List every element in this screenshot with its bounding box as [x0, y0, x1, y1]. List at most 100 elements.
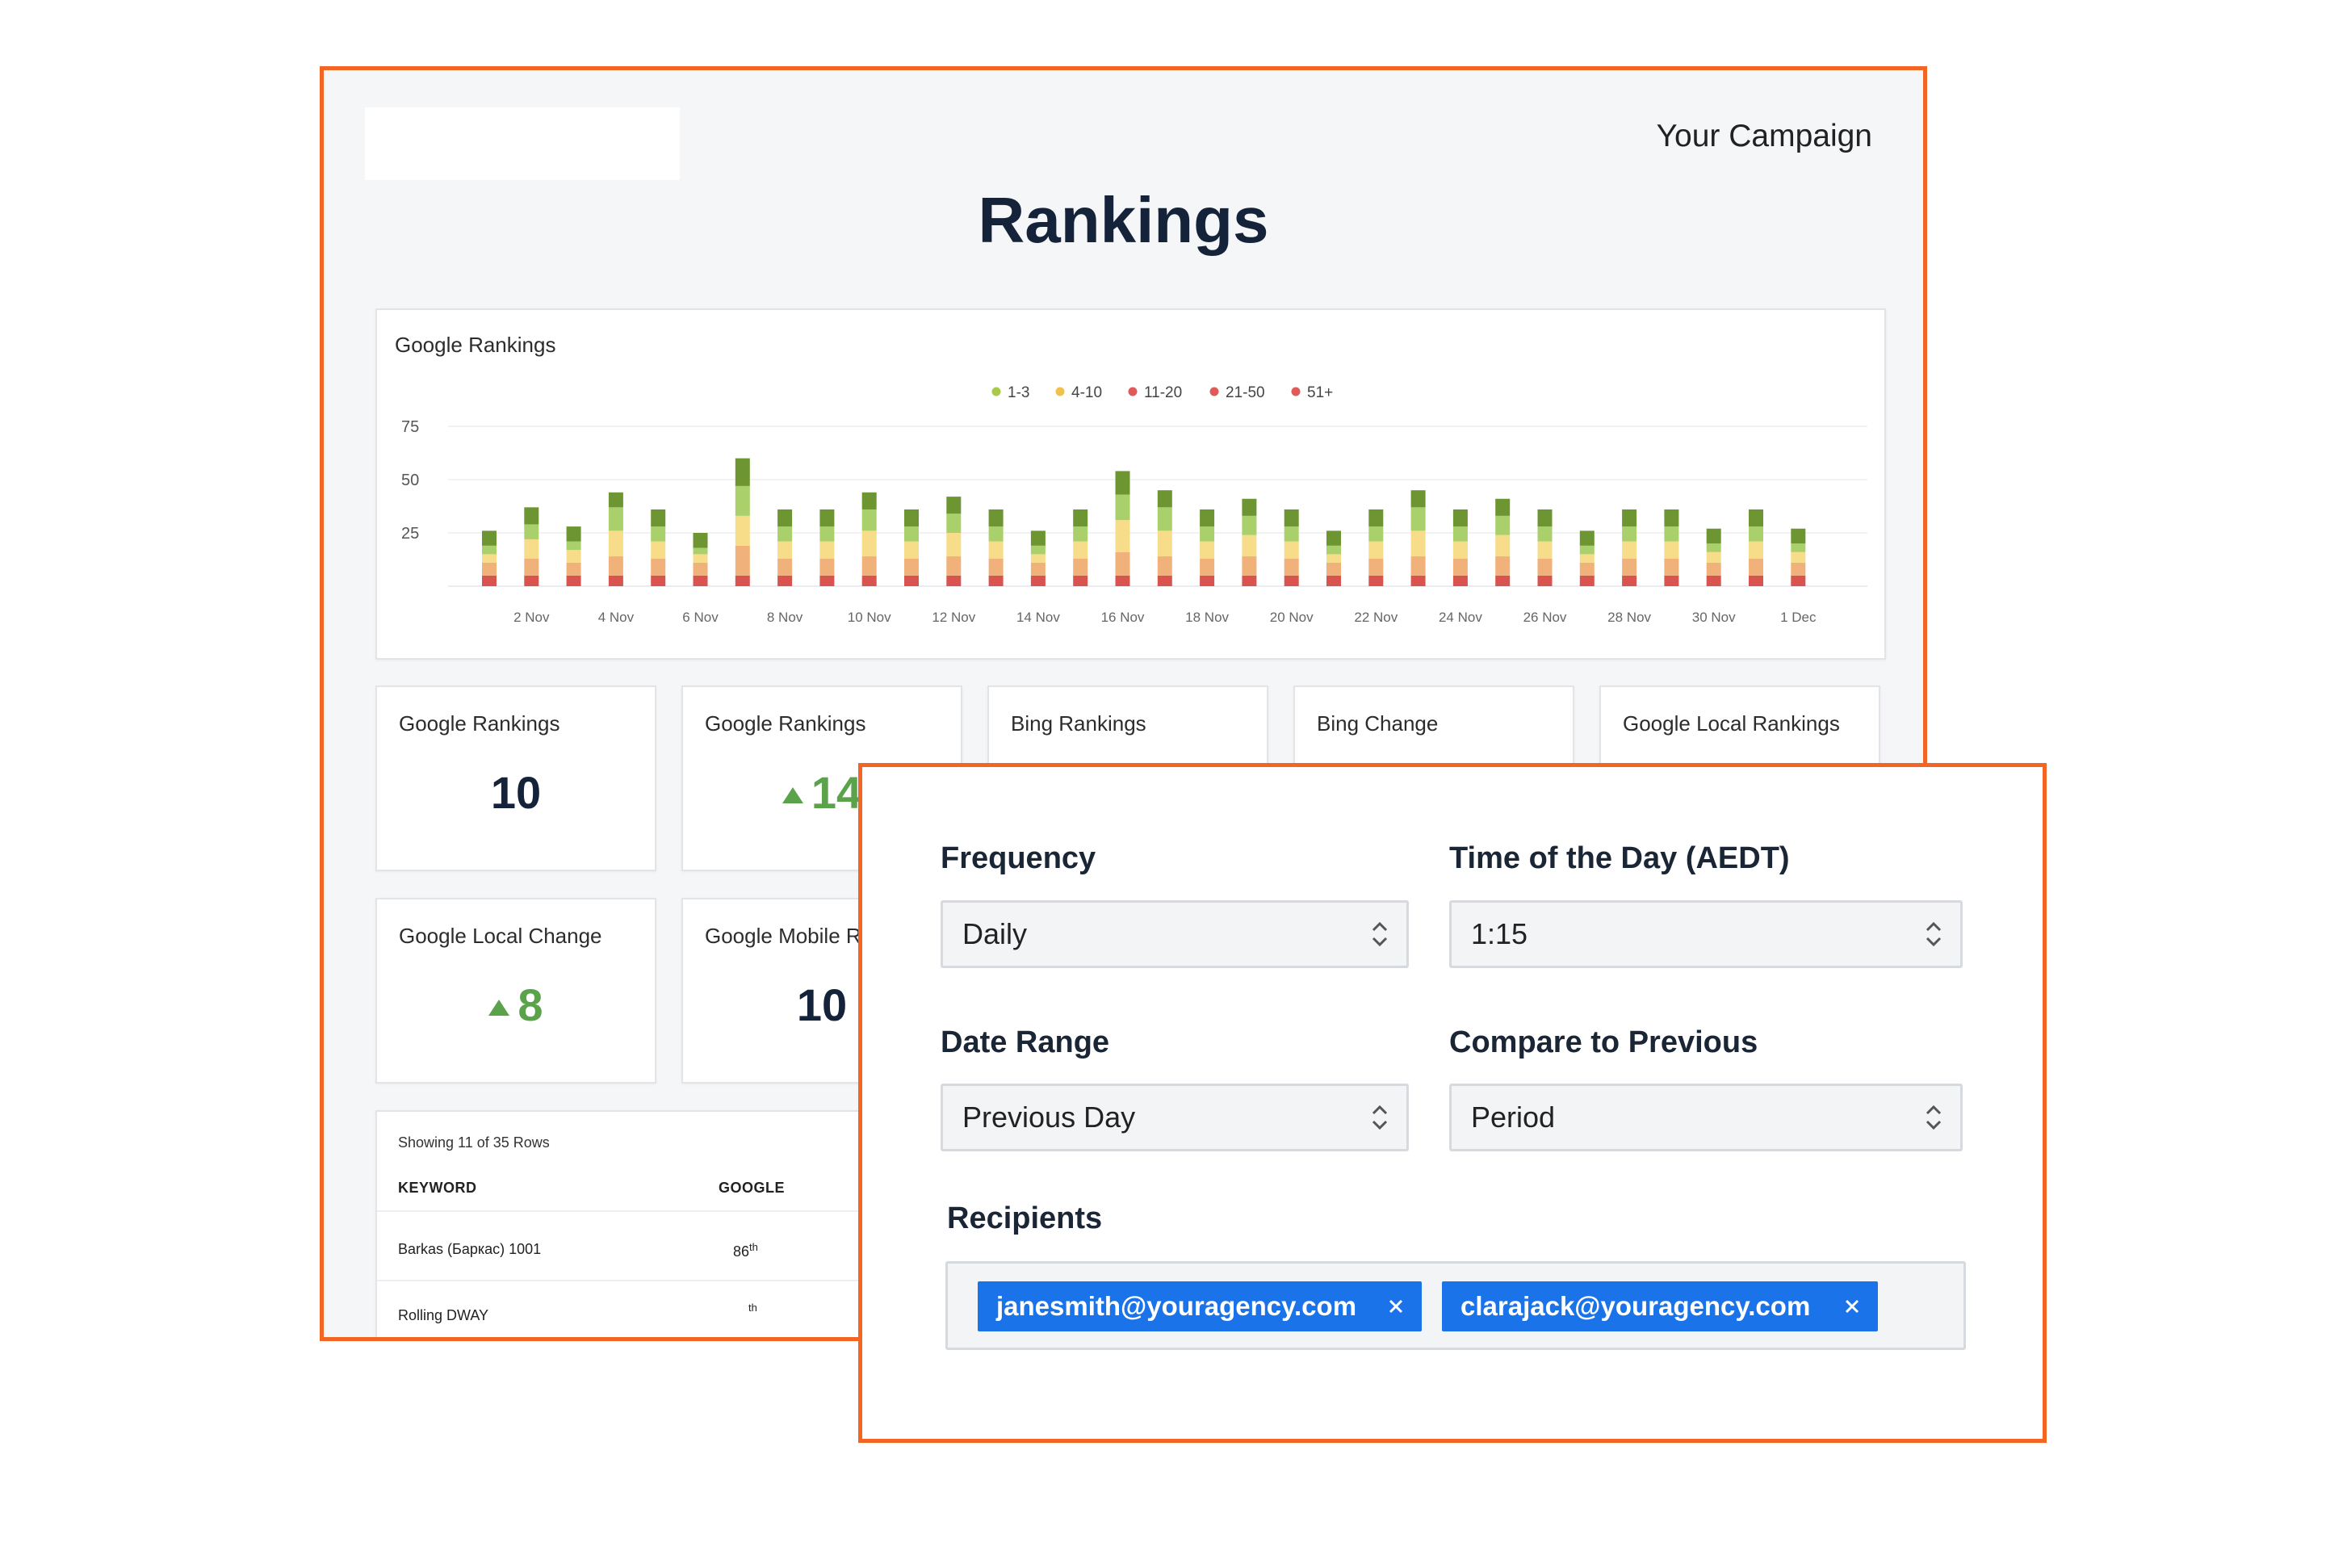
recipient-chip[interactable]: janesmith@youragency.com	[978, 1281, 1422, 1331]
select-updown-icon	[1926, 921, 1942, 947]
recipient-email: janesmith@youragency.com	[996, 1291, 1357, 1321]
compare-to-previous-label: Compare to Previous	[1449, 1025, 1758, 1059]
bar-segment	[566, 550, 581, 563]
y-tick-label: 75	[401, 418, 419, 436]
bar-segment	[1368, 541, 1384, 559]
recipient-email: clarajack@youragency.com	[1460, 1291, 1811, 1321]
time-of-day-select[interactable]: 1:15	[1449, 900, 1963, 968]
bar-segment	[651, 509, 666, 527]
bar-segment	[1664, 509, 1679, 527]
y-tick-label: 50	[401, 472, 419, 489]
bar-segment	[904, 526, 919, 542]
bar-segment	[1410, 530, 1426, 557]
campaign-name: Your Campaign	[1656, 119, 1872, 153]
stat-title: Google Local Change	[399, 924, 602, 948]
bar-segment	[1200, 541, 1215, 559]
page-title: Rankings	[978, 184, 1269, 256]
table-divider	[377, 1210, 1181, 1212]
column-header-google[interactable]: GOOGLE	[719, 1180, 786, 1196]
bar-segment	[566, 541, 581, 551]
bar-segment	[1073, 526, 1088, 542]
bar-segment	[1368, 526, 1384, 542]
bar-segment	[1115, 494, 1130, 521]
bar-segment	[1157, 490, 1172, 508]
bar-segment	[1749, 575, 1763, 586]
bar-segment	[1749, 526, 1763, 542]
bar-segment	[777, 509, 793, 527]
remove-recipient-icon[interactable]	[1388, 1298, 1404, 1314]
stat-value: 10	[490, 767, 542, 818]
select-updown-icon	[1372, 1105, 1388, 1130]
bar-segment	[1368, 509, 1384, 527]
bar-segment	[819, 558, 835, 576]
x-tick-label: 18 Nov	[1185, 610, 1229, 625]
bar-segment	[819, 526, 835, 542]
bar-segment	[651, 558, 666, 576]
bar-segment	[861, 575, 877, 586]
stat-title: Google Rankings	[705, 711, 866, 736]
bar-segment	[1622, 558, 1637, 576]
time-of-day-value: 1:15	[1471, 917, 1528, 950]
bar-segment	[1242, 498, 1257, 516]
bar-segment	[1030, 545, 1046, 555]
legend-dot	[1055, 387, 1065, 396]
bar-segment	[1664, 541, 1679, 559]
bar-segment	[1030, 562, 1046, 576]
bar-segment	[1073, 541, 1088, 559]
bar-segment	[1706, 562, 1721, 576]
bar-segment	[1452, 541, 1468, 559]
legend-dot	[1209, 387, 1219, 396]
bar-segment	[777, 575, 793, 586]
bar-segment	[1622, 526, 1637, 542]
stat-title: Google Mobile R	[705, 924, 861, 948]
date-range-label: Date Range	[941, 1025, 1110, 1059]
x-tick-label: 30 Nov	[1692, 610, 1736, 625]
remove-recipient-icon[interactable]	[1844, 1298, 1860, 1314]
compare-to-previous-select[interactable]: Period	[1449, 1084, 1963, 1151]
bar-segment	[566, 526, 581, 542]
legend-entry: 1-3	[1008, 384, 1029, 401]
bar-segment	[1622, 575, 1637, 586]
bar-segment	[1579, 530, 1595, 546]
bar-segment	[524, 575, 539, 586]
bar-segment	[1537, 509, 1553, 527]
bar-segment	[1115, 471, 1130, 495]
bar-segment	[482, 545, 497, 555]
x-tick-label: 26 Nov	[1523, 610, 1567, 625]
frequency-select[interactable]: Daily	[941, 900, 1409, 968]
bar-segment	[1073, 558, 1088, 576]
x-tick-label: 4 Nov	[598, 610, 635, 625]
bar-segment	[1452, 575, 1468, 586]
table-row-keyword: Barkas (Баркас) 1001	[398, 1241, 542, 1257]
table-row-count: Showing 11 of 35 Rows	[398, 1134, 550, 1151]
bar-segment	[988, 541, 1004, 559]
x-tick-label: 24 Nov	[1439, 610, 1482, 625]
bar-segment	[1115, 575, 1130, 586]
recipients-input[interactable]: janesmith@youragency.com clarajack@youra…	[945, 1261, 1966, 1350]
bar-segment	[1706, 543, 1721, 552]
recipients-label: Recipients	[947, 1201, 1103, 1235]
bar-segment	[904, 509, 919, 527]
bar-segment	[1284, 541, 1299, 559]
bar-segment	[482, 575, 497, 586]
recipient-chip[interactable]: clarajack@youragency.com	[1442, 1281, 1878, 1331]
bar-segment	[904, 541, 919, 559]
bar-segment	[1622, 509, 1637, 527]
x-tick-label: 14 Nov	[1016, 610, 1060, 625]
bar-segment	[988, 526, 1004, 542]
chart-panel-title: Google Rankings	[395, 333, 556, 357]
column-header-keyword[interactable]: KEYWORD	[398, 1180, 477, 1196]
x-tick-label: 16 Nov	[1101, 610, 1145, 625]
bar-segment	[1157, 507, 1172, 531]
bar-segment	[1791, 543, 1806, 552]
bar-segment	[946, 497, 962, 514]
stat-value: 8	[518, 979, 543, 1030]
table-row-keyword: Rolling DWAY	[398, 1307, 489, 1323]
bar-segment	[1115, 520, 1130, 552]
date-range-select[interactable]: Previous Day	[941, 1084, 1409, 1151]
bar-segment	[524, 507, 539, 525]
bar-segment	[1537, 558, 1553, 576]
bar-segment	[1200, 558, 1215, 576]
bar-segment	[1622, 541, 1637, 559]
bar-segment	[1537, 541, 1553, 559]
